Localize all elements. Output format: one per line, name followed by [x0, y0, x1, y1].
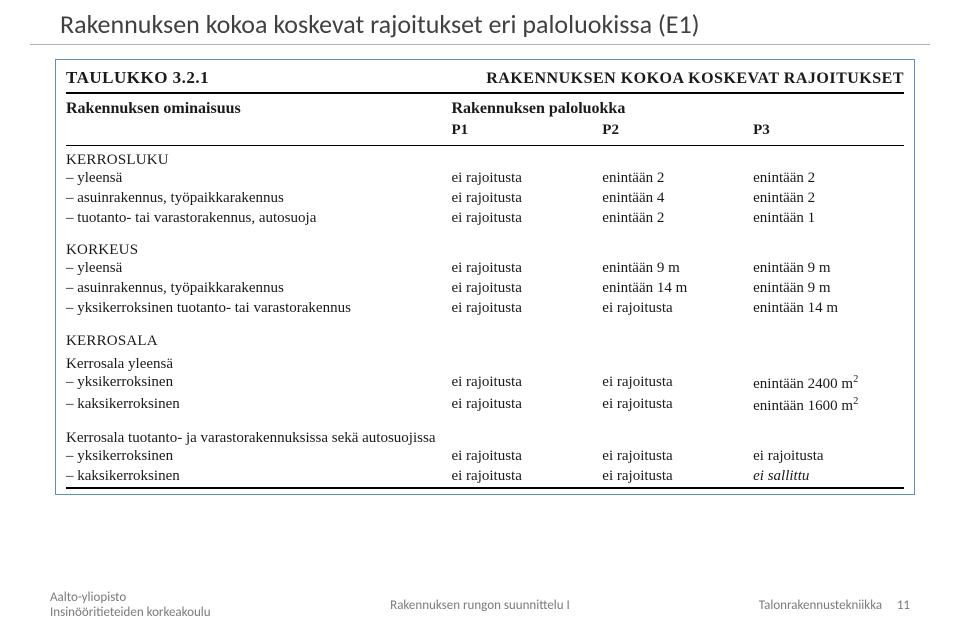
cell-p3: enintään 2400 m2 — [753, 373, 904, 395]
cell-p2: enintään 9 m — [602, 259, 753, 279]
table-row: – yksikerroksinen tuotanto- tai varastor… — [58, 299, 912, 319]
subheader-right: Rakennuksen paloluokka — [451, 100, 904, 118]
table-row: – yleensäei rajoitustaenintään 9 menintä… — [58, 259, 912, 279]
cell-p1: ei rajoitusta — [451, 299, 602, 319]
cell-p1: ei rajoitusta — [451, 395, 602, 417]
row-label: – asuinrakennus, työpaikkarakennus — [66, 279, 451, 299]
row-label: – asuinrakennus, työpaikkarakennus — [66, 189, 451, 209]
section-subheading: Kerrosala tuotanto- ja varastorakennuksi… — [58, 424, 912, 447]
footer-uni-line1: Aalto-yliopisto — [50, 590, 334, 606]
title-divider — [30, 44, 930, 45]
table-row: – asuinrakennus, työpaikkarakennusei raj… — [58, 189, 912, 209]
cell-p1: ei rajoitusta — [451, 373, 602, 395]
cell-p1: ei rajoitusta — [451, 189, 602, 209]
cell-p3: enintään 9 m — [753, 259, 904, 279]
cell-p3: enintään 1600 m2 — [753, 395, 904, 417]
section-heading: KERROSALA — [58, 327, 912, 350]
cell-p3: enintään 14 m — [753, 299, 904, 319]
cell-p2: enintään 2 — [602, 209, 753, 229]
row-label: – kaksikerroksinen — [66, 467, 451, 487]
table: TAULUKKO 3.2.1 RAKENNUKSEN KOKOA KOSKEVA… — [58, 62, 912, 492]
table-container: TAULUKKO 3.2.1 RAKENNUKSEN KOKOA KOSKEVA… — [55, 59, 915, 495]
table-row: – yksikerroksinenei rajoitustaei rajoitu… — [58, 373, 912, 395]
cell-p3: ei sallittu — [753, 467, 904, 487]
table-subheader-row: Rakennuksen ominaisuus Rakennuksen palol… — [58, 94, 912, 120]
cell-p3: enintään 9 m — [753, 279, 904, 299]
footer-uni-line2: Insinööritieteiden korkeakoulu — [50, 605, 334, 621]
row-label: – kaksikerroksinen — [66, 395, 451, 417]
cell-p1: ei rajoitusta — [451, 169, 602, 189]
row-label: – yleensä — [66, 169, 451, 189]
column-p2: P2 — [602, 122, 753, 139]
row-label: – yksikerroksinen — [66, 447, 451, 467]
cell-p1: ei rajoitusta — [451, 467, 602, 487]
cell-p1: ei rajoitusta — [451, 447, 602, 467]
row-label: – tuotanto- tai varastorakennus, autosuo… — [66, 209, 451, 229]
column-p3: P3 — [753, 122, 904, 139]
cell-p3: ei rajoitusta — [753, 447, 904, 467]
cell-p3: enintään 2 — [753, 169, 904, 189]
cell-p3: enintään 2 — [753, 189, 904, 209]
column-p1: P1 — [451, 122, 602, 139]
footer-page: 11 — [897, 598, 910, 613]
cell-p2: ei rajoitusta — [602, 467, 753, 487]
row-label: – yksikerroksinen tuotanto- tai varastor… — [66, 299, 451, 319]
footer-university: Aalto-yliopisto Insinööritieteiden korke… — [50, 590, 334, 621]
row-label: – yleensä — [66, 259, 451, 279]
column-label-spacer — [66, 122, 451, 139]
cell-p2: ei rajoitusta — [602, 395, 753, 417]
table-row: – tuotanto- tai varastorakennus, autosuo… — [58, 209, 912, 229]
cell-p1: ei rajoitusta — [451, 279, 602, 299]
table-row: – yleensäei rajoitustaenintään 2enintään… — [58, 169, 912, 189]
section-heading: KORKEUS — [58, 236, 912, 259]
table-row: – kaksikerroksinenei rajoitustaei rajoit… — [58, 395, 912, 417]
table-row: – asuinrakennus, työpaikkarakennusei raj… — [58, 279, 912, 299]
slide-title: Rakennuksen kokoa koskevat rajoitukset e… — [0, 0, 960, 44]
column-labels-row: P1 P2 P3 — [58, 120, 912, 145]
cell-p2: enintään 14 m — [602, 279, 753, 299]
table-number: TAULUKKO 3.2.1 — [66, 68, 451, 88]
footer: Aalto-yliopisto Insinööritieteiden korke… — [0, 590, 960, 621]
cell-p3: enintään 1 — [753, 209, 904, 229]
cell-p2: enintään 2 — [602, 169, 753, 189]
cell-p2: enintään 4 — [602, 189, 753, 209]
table-header-row: TAULUKKO 3.2.1 RAKENNUKSEN KOKOA KOSKEVA… — [58, 62, 912, 92]
section-subheading: Kerrosala yleensä — [58, 350, 912, 373]
table-title: RAKENNUKSEN KOKOA KOSKEVAT RAJOITUKSET — [451, 70, 904, 88]
cell-p1: ei rajoitusta — [451, 209, 602, 229]
cell-p2: ei rajoitusta — [602, 299, 753, 319]
footer-right: Talonrakennustekniikka 11 — [626, 598, 910, 613]
subheader-left: Rakennuksen ominaisuus — [66, 100, 451, 118]
cell-p1: ei rajoitusta — [451, 259, 602, 279]
row-label: – yksikerroksinen — [66, 373, 451, 395]
footer-course: Rakennuksen rungon suunnittelu I — [334, 598, 626, 613]
cell-p2: ei rajoitusta — [602, 447, 753, 467]
table-row: – kaksikerroksinenei rajoitustaei rajoit… — [58, 467, 912, 487]
section-heading: KERROSLUKU — [58, 146, 912, 169]
footer-subject: Talonrakennustekniikka — [759, 598, 882, 613]
table-row: – yksikerroksinenei rajoitustaei rajoitu… — [58, 447, 912, 467]
cell-p2: ei rajoitusta — [602, 373, 753, 395]
